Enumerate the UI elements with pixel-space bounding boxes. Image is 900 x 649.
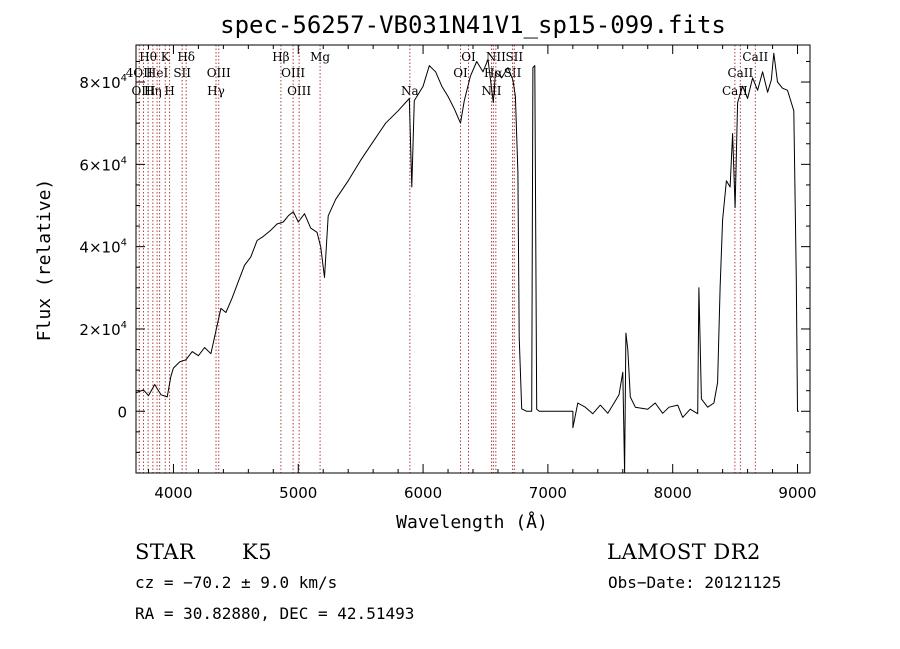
x-tick-label: 8000 [654, 484, 692, 502]
survey-name: LAMOST DR2 [607, 540, 761, 564]
chart-title: spec-56257-VB031N41V1_sp15-099.fits [220, 11, 726, 39]
redshift-text: cz = −70.2 ± 9.0 km/s [135, 573, 338, 592]
x-tick-label: 6000 [404, 484, 442, 502]
line-marker-label: OI [461, 50, 476, 64]
line-marker-label: CaII [727, 66, 753, 80]
y-tick-label: 6×104 [79, 155, 127, 174]
x-tick-label: 5000 [279, 484, 317, 502]
object-subclass: K5 [242, 540, 273, 564]
line-marker-label: Hγ [207, 84, 225, 98]
line-marker-label: CaII [742, 50, 768, 64]
spectrum-line [135, 52, 799, 474]
line-marker-label: H [164, 84, 174, 98]
line-marker-label: Hη [144, 84, 162, 98]
y-axis: 0 2×104 4×104 6×104 8×104 [79, 60, 810, 453]
line-marker-label: Hβ [272, 50, 289, 64]
line-marker-label: SII [173, 66, 191, 80]
plot-frame [135, 44, 811, 474]
x-tick-label: 9000 [778, 484, 816, 502]
line-marker-label: SII [505, 50, 523, 64]
line-marker-label: CaII [722, 84, 748, 98]
line-marker-label: Na [401, 84, 419, 98]
obs-date: Obs−Date: 20121125 [608, 573, 782, 592]
spectrum-series [135, 52, 799, 474]
x-axis: 4000 5000 6000 7000 8000 9000 [147, 45, 817, 502]
line-marker-label: Mg [310, 50, 330, 64]
x-axis-label: Wavelength (Å) [396, 511, 548, 533]
coordinates: RA = 30.82880, DEC = 42.51493 [135, 604, 415, 623]
line-marker-label: OI [453, 66, 468, 80]
line-marker-label: Hα [484, 66, 503, 80]
line-marker-label: NII [486, 50, 506, 64]
line-marker-label: K [161, 50, 171, 64]
x-tick-label: 7000 [529, 484, 567, 502]
line-marker-label: Hδ [177, 50, 195, 64]
line-marker-label: 4OII [126, 66, 153, 80]
object-class: STAR [135, 540, 196, 564]
line-marker-label: HeI [146, 66, 169, 80]
y-axis-label: Flux (relative) [34, 179, 55, 342]
x-tick-label: 4000 [154, 484, 192, 502]
line-marker-label: Hθ [139, 50, 157, 64]
y-tick-label: 4×104 [79, 238, 127, 257]
line-marker-label: SII [504, 66, 522, 80]
y-tick-label: 0 [117, 403, 127, 421]
line-marker-label: OIII [207, 66, 231, 80]
line-marker-label: OIII [131, 84, 155, 98]
emission-line-markers: Hθ4OIIOIIIHηHeIKHSIIHδHγOIIIHβOIIIOIIIMg… [126, 45, 768, 473]
line-marker-label: OIII [287, 84, 311, 98]
line-marker-label: OIII [281, 66, 305, 80]
y-tick-label: 8×104 [79, 73, 127, 92]
y-tick-label: 2×104 [79, 320, 127, 339]
